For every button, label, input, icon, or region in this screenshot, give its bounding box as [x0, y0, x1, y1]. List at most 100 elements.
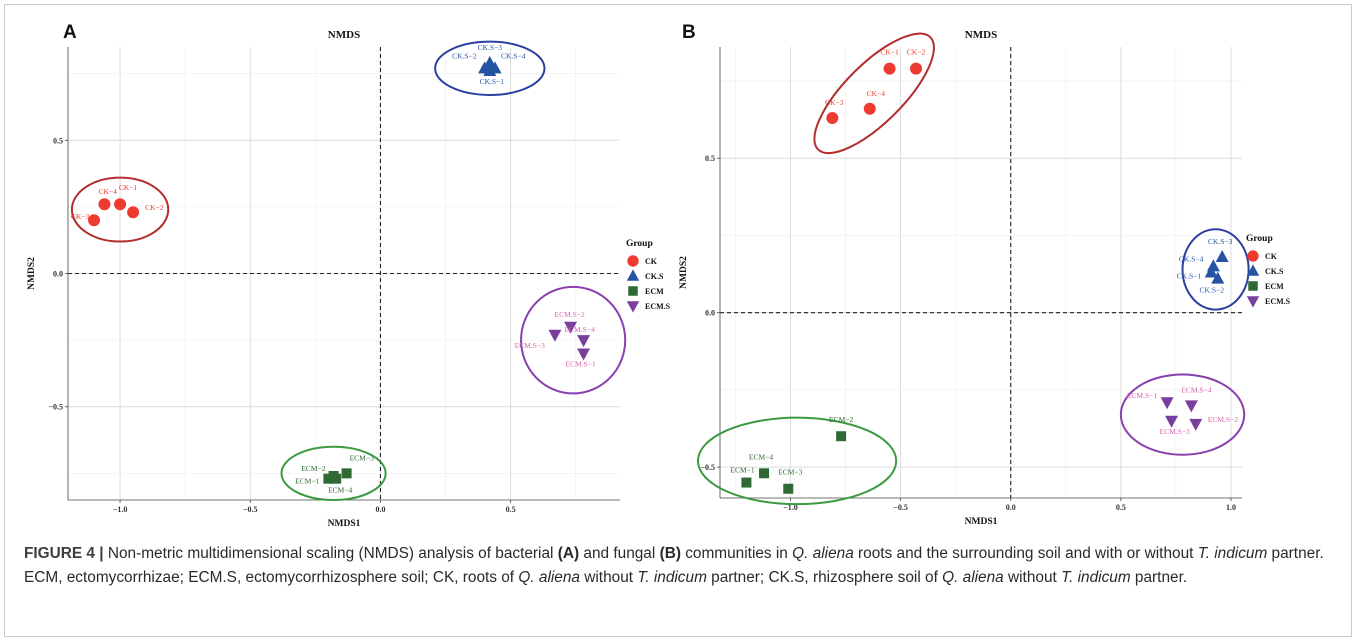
x-tick-label: 0.0: [1006, 503, 1016, 512]
caption-text: without: [1003, 569, 1062, 586]
legend-title: Group: [626, 239, 653, 249]
caption-text: partner; CK.S, rhizosphere soil of: [706, 569, 943, 586]
legend-entry-label: ECM: [645, 287, 664, 296]
y-tick-label: 0.0: [53, 270, 63, 279]
point-label: CK−1: [119, 183, 138, 192]
y-axis-title: NMDS2: [27, 257, 37, 290]
caption-text: partner.: [1130, 569, 1188, 586]
data-point: [836, 431, 847, 442]
point-label: CK−1: [880, 48, 899, 57]
data-point: [1206, 259, 1220, 272]
point-label: ECM−3: [350, 453, 374, 462]
data-point: [1165, 415, 1179, 428]
nmds-chart-a: A NMDS −1.0 −0.5 0.0 0.5 −0.5 0.0 0.5 NMDS1 NMDS2 C…: [27, 22, 671, 529]
point-label: CK.S−3: [478, 43, 503, 52]
caption-text: partner. ECM, ectomycorrhizae; ECM.S, ec…: [24, 545, 1324, 586]
data-point: [1211, 271, 1225, 284]
data-point: [1184, 400, 1198, 413]
legend-marker-ck-s: [1246, 264, 1260, 276]
data-point: [577, 348, 591, 361]
caption-text: Non-metric multidimensional scaling (NMD…: [103, 545, 558, 562]
legend-entry-label: ECM: [1265, 282, 1284, 291]
panel-label: A: [63, 22, 77, 43]
data-point: [114, 198, 127, 211]
point-label: CK−3: [825, 98, 844, 107]
caption-text: communities in: [680, 545, 793, 562]
data-point: [1189, 418, 1203, 431]
point-label: ECM−4: [328, 486, 352, 495]
data-point: [826, 112, 839, 125]
data-point: [759, 468, 770, 479]
point-label: ECM−2: [301, 464, 325, 473]
data-point: [341, 468, 352, 479]
series-ecm-s: ECM.S−1 ECM.S−2 ECM.S−3 ECM.S−4: [1127, 385, 1238, 435]
legend-marker-ecm-s: [626, 301, 640, 313]
x-tick-label: −0.5: [243, 505, 258, 514]
confidence-ellipse-ecm: [280, 445, 387, 501]
x-tick-label: −0.5: [893, 503, 908, 512]
point-label: CK.S−1: [1177, 272, 1202, 281]
confidence-ellipse-ecm-s: [520, 285, 627, 395]
data-point: [577, 335, 591, 348]
data-point: [331, 473, 342, 484]
legend-marker-ecm: [628, 286, 638, 296]
confidence-ellipse-ck-s: [1181, 228, 1250, 311]
caption-text: Q. aliena: [942, 569, 1004, 586]
data-point: [910, 62, 923, 75]
data-point: [323, 473, 334, 484]
data-point: [863, 102, 876, 115]
figure-panels: A NMDS −1.0 −0.5 0.0 0.5 −0.5 0.0 0.5 NMDS1 NMDS2 C…: [27, 22, 1291, 529]
legend-entry-label: ECM.S: [645, 302, 671, 311]
confidence-ellipse-ecm: [696, 416, 898, 506]
y-tick-label: −0.5: [700, 463, 715, 472]
confidence-ellipse-ecm-s: [1119, 373, 1246, 456]
point-label: ECM.S−4: [565, 325, 596, 334]
data-point: [883, 62, 896, 75]
point-label: ECM.S−3: [515, 341, 546, 350]
y-tick-label: 0.0: [705, 309, 715, 318]
x-axis-title: NMDS1: [328, 519, 361, 529]
x-tick-label: 0.0: [375, 505, 385, 514]
point-label: ECM−4: [749, 452, 773, 461]
data-point: [88, 214, 101, 227]
y-tick-label: 0.5: [53, 136, 63, 145]
data-point: [741, 477, 752, 488]
legend-title: Group: [1246, 234, 1273, 244]
caption-text: (B): [659, 545, 681, 562]
legend: Group CK CK.S ECM ECM.S: [626, 239, 671, 313]
point-label: ECM.S−2: [1208, 415, 1239, 424]
data-point: [564, 321, 578, 334]
point-label: CK−3: [71, 212, 90, 221]
point-label: ECM.S−1: [565, 359, 596, 368]
caption-text: and fungal: [579, 545, 660, 562]
x-tick-label: 0.5: [1116, 503, 1126, 512]
series-ecm-s: ECM.S−1 ECM.S−2 ECM.S−3 ECM.S−4: [515, 310, 596, 369]
point-label: ECM−1: [730, 466, 754, 475]
caption-text: without: [579, 569, 638, 586]
point-label: CK.S−2: [1200, 286, 1225, 295]
point-label: CK−4: [98, 187, 117, 196]
x-tick-label: 0.5: [506, 505, 516, 514]
point-label: ECM−3: [778, 468, 802, 477]
series-ecm: ECM−1 ECM−2 ECM−3 ECM−4: [295, 453, 374, 494]
legend-entry-label: CK.S: [645, 272, 664, 281]
legend: Group CK CK.S ECM ECM.S: [1246, 234, 1291, 308]
data-point: [98, 198, 111, 211]
legend-entry-label: ECM.S: [1265, 297, 1291, 306]
data-point: [127, 206, 140, 219]
caption-text: T. indicum: [637, 569, 707, 586]
series-ck-s: CK.S−1 CK.S−2CK.S−3CK.S−4: [452, 43, 526, 86]
caption-text: Q. aliena: [518, 569, 580, 586]
y-tick-label: 0.5: [705, 154, 715, 163]
caption-label: FIGURE 4 |: [24, 545, 104, 562]
caption-text: (A): [557, 545, 580, 562]
data-point: [488, 61, 502, 74]
data-point: [1215, 250, 1229, 263]
point-label: CK.S−1: [480, 77, 505, 86]
point-label: CK.S−2: [452, 51, 477, 60]
legend-marker-ecm: [1248, 281, 1258, 291]
point-label: ECM.S−4: [1181, 385, 1212, 394]
point-label: ECM−2: [829, 415, 853, 424]
x-tick-label: −1.0: [113, 505, 128, 514]
